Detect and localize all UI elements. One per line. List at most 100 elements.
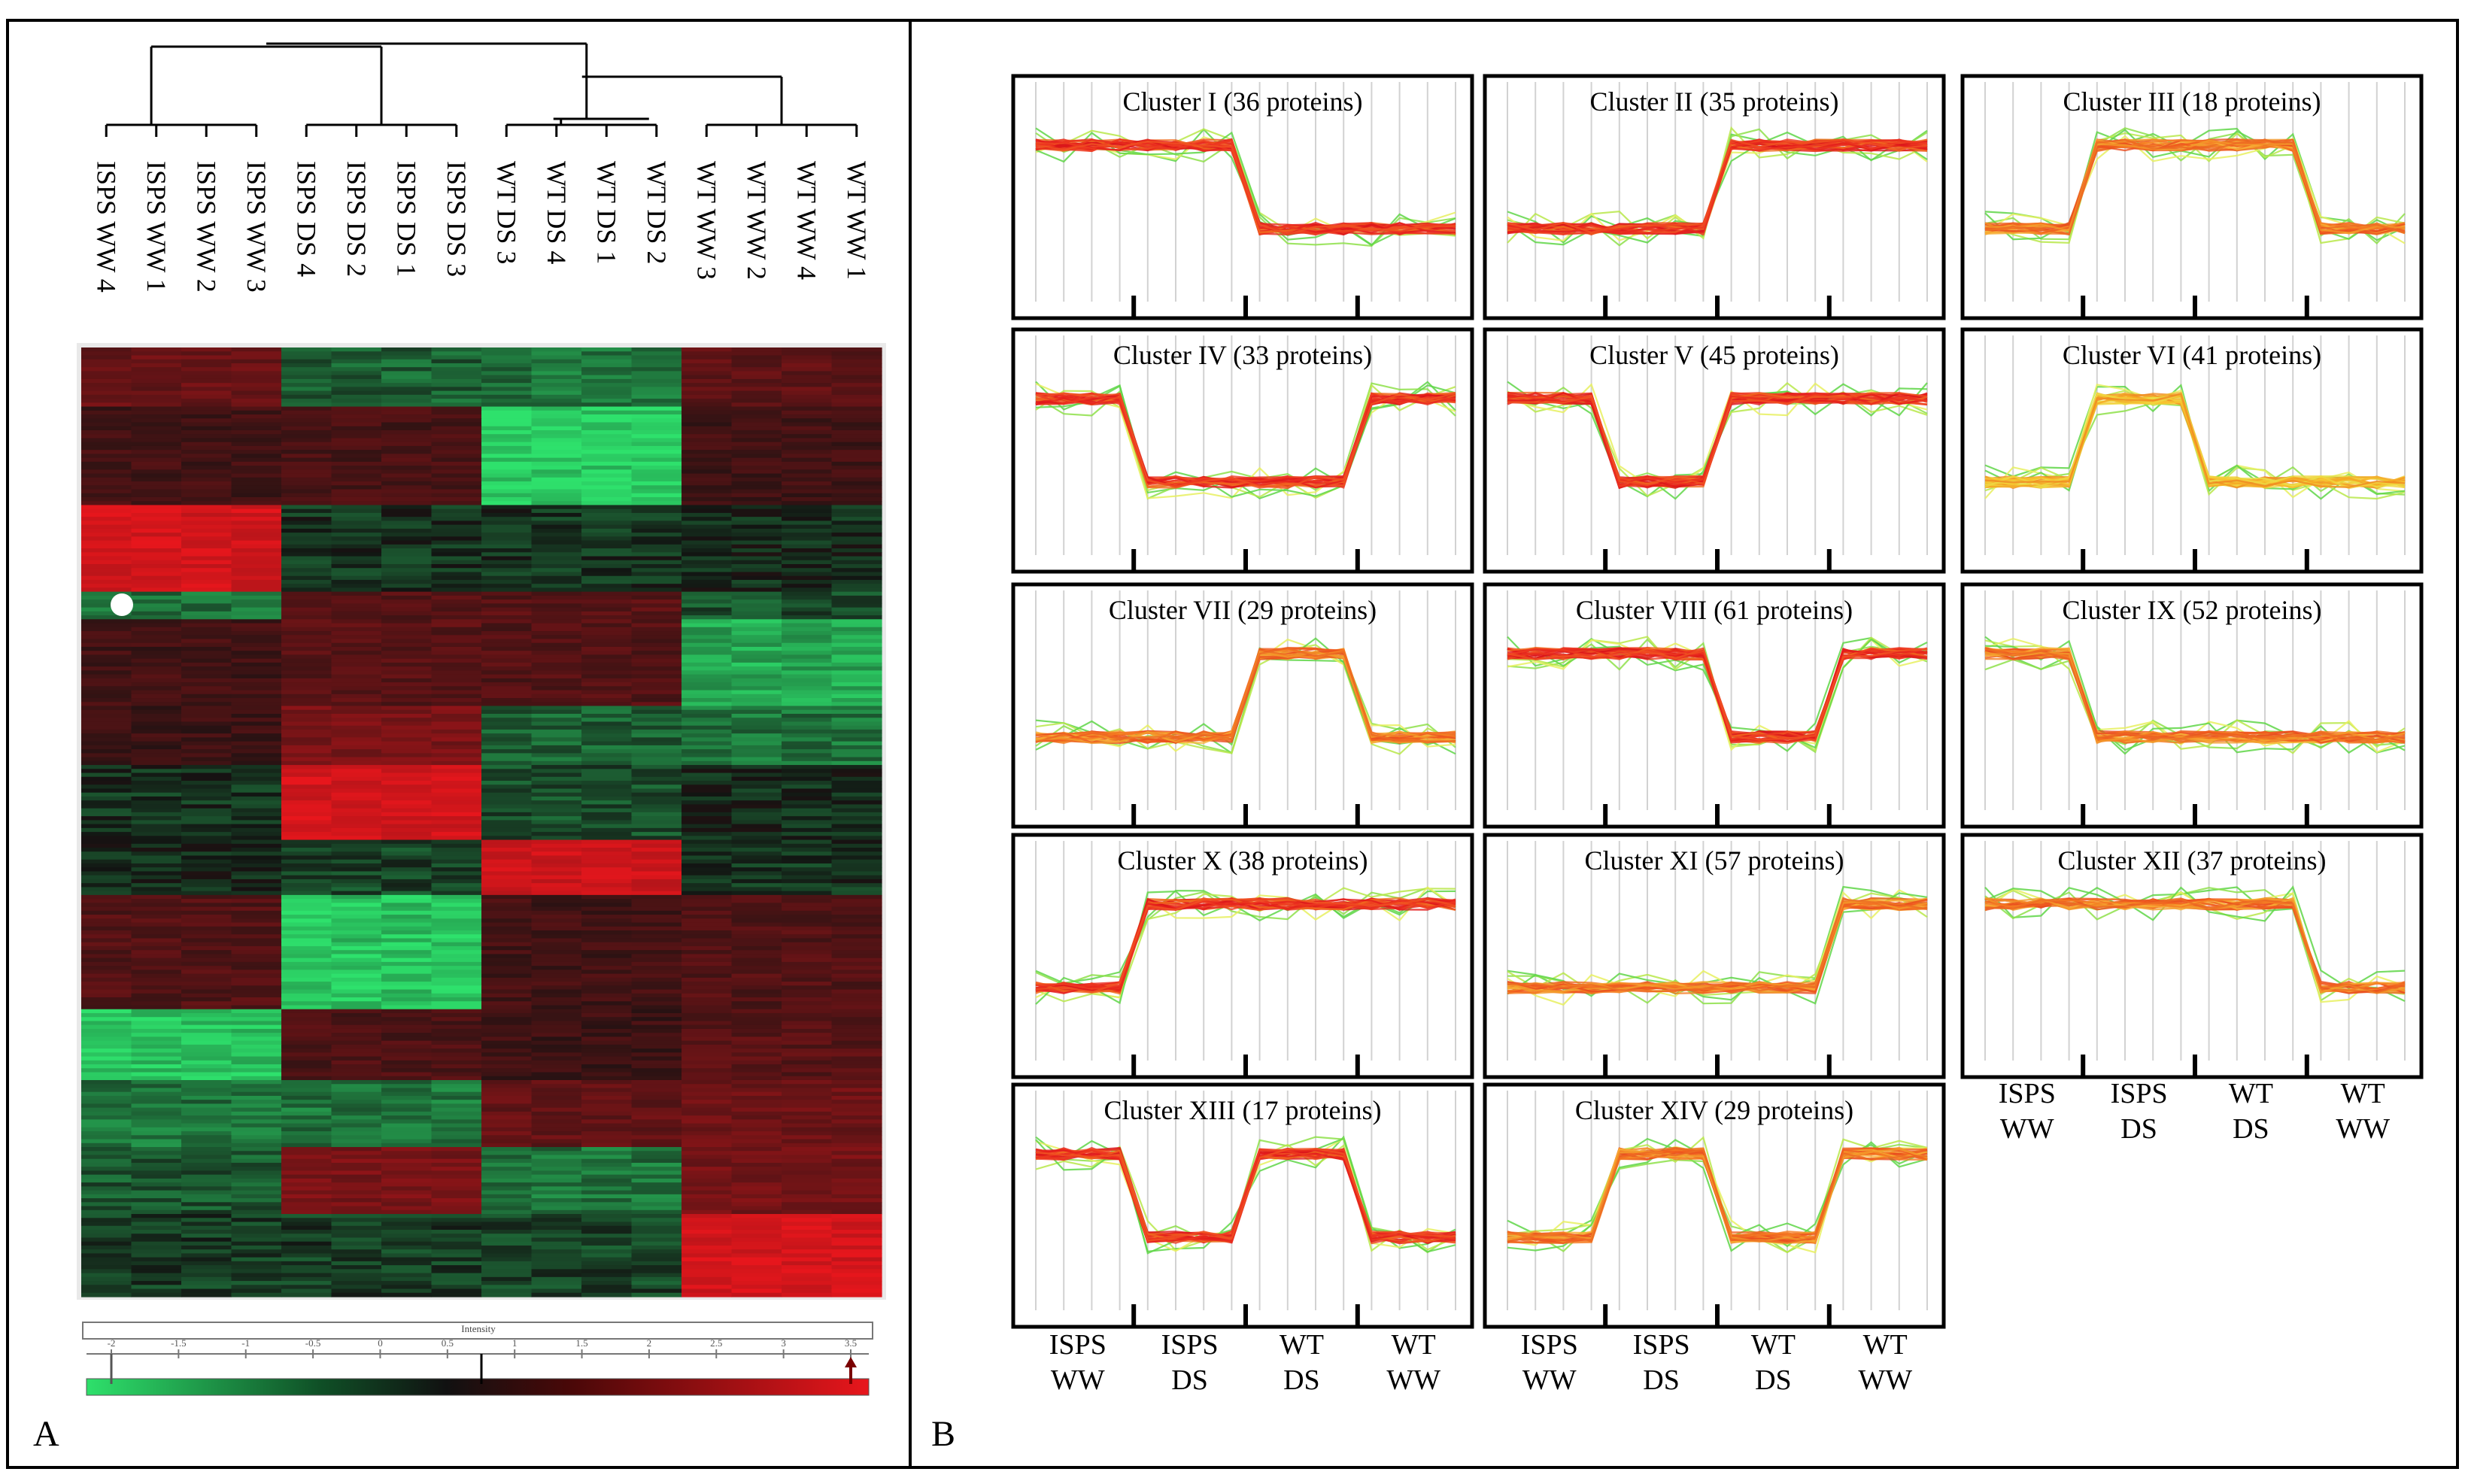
colorbar-tick-label: 2 (647, 1337, 652, 1349)
heatmap-cell (431, 627, 482, 632)
heatmap-cell (531, 950, 582, 955)
heatmap-cell (831, 1198, 882, 1203)
heatmap-cell (831, 899, 882, 903)
heatmap-cell (431, 970, 482, 975)
heatmap-cell (131, 399, 182, 403)
heatmap-cell (481, 887, 533, 892)
heatmap-cell (481, 584, 533, 589)
heatmap-cell (631, 1147, 682, 1152)
heatmap-cell (831, 760, 882, 766)
heatmap-cell (231, 938, 282, 943)
colorbar-slider-right-arrow[interactable] (845, 1357, 857, 1384)
heatmap-cell (381, 1229, 433, 1234)
heatmap-cell (281, 548, 332, 553)
heatmap-cell (131, 836, 182, 841)
heatmap-cell (181, 741, 232, 746)
heatmap-cell (731, 651, 782, 656)
heatmap-cell (431, 922, 482, 927)
heatmap-cell (81, 859, 132, 864)
heatmap-cell (831, 517, 882, 522)
heatmap-cell (331, 584, 382, 589)
heatmap-cell (531, 1049, 582, 1053)
heatmap-cell (631, 910, 682, 915)
heatmap-cell (281, 639, 332, 644)
heatmap-cell (831, 733, 882, 739)
heatmap-cell (281, 879, 332, 884)
heatmap-cell (381, 985, 433, 991)
heatmap-cell (281, 910, 332, 915)
heatmap-cell (531, 1123, 582, 1128)
heatmap-cell (831, 706, 882, 711)
heatmap-cell (131, 1292, 182, 1297)
heatmap-cell (782, 595, 833, 600)
heatmap-cell (531, 910, 582, 915)
heatmap-cell (631, 642, 682, 648)
heatmap-cell (581, 383, 633, 387)
heatmap-cell (181, 1229, 232, 1234)
heatmap-cell (682, 1281, 733, 1285)
heatmap-cell (481, 375, 533, 380)
heatmap-cell (531, 591, 582, 596)
heatmap-cell (81, 765, 132, 769)
heatmap-cell (782, 406, 833, 411)
heatmap-cell (281, 757, 332, 762)
heatmap-cell (782, 966, 833, 970)
heatmap-cell (81, 693, 132, 699)
heatmap-cell (381, 552, 433, 557)
heatmap-cell (581, 540, 633, 545)
heatmap-cell (782, 1017, 833, 1022)
heatmap-cell (381, 394, 433, 399)
heatmap-cell (682, 1257, 733, 1262)
heatmap-cell (831, 584, 882, 589)
heatmap-cell (331, 445, 382, 451)
cluster-frame (1960, 833, 2424, 1079)
heatmap-cell (231, 1147, 282, 1152)
heatmap-cell (431, 772, 482, 778)
heatmap-cell (782, 709, 833, 715)
heatmap-cell (231, 1225, 282, 1231)
heatmap-cell (431, 903, 482, 908)
heatmap-cell (682, 1237, 733, 1243)
heatmap-cell (231, 623, 282, 628)
heatmap-cell (831, 429, 882, 435)
heatmap-cell (531, 772, 582, 778)
heatmap-cell (431, 524, 482, 530)
heatmap-cell (381, 871, 433, 876)
heatmap-cell (481, 631, 533, 636)
heatmap-cell (782, 1202, 833, 1207)
heatmap-cell (831, 371, 882, 376)
heatmap-cell (281, 591, 332, 596)
heatmap-cell (381, 520, 433, 526)
heatmap-cell (431, 945, 482, 951)
heatmap-cell (181, 686, 232, 691)
heatmap-cell (431, 1170, 482, 1176)
heatmap-cell (431, 1052, 482, 1058)
heatmap-cell (731, 1265, 782, 1270)
heatmap-cell (81, 1209, 132, 1215)
heatmap-cell (381, 579, 433, 584)
heatmap-cell (782, 572, 833, 577)
heatmap-cell (131, 851, 182, 857)
heatmap-cell (81, 769, 132, 774)
heatmap-cell (531, 997, 582, 1002)
heatmap-cell (731, 429, 782, 435)
heatmap-cell (831, 1115, 882, 1120)
heatmap-cell (331, 906, 382, 912)
heatmap-cell (782, 387, 833, 392)
heatmap-cell (531, 899, 582, 903)
heatmap-cell (81, 496, 132, 502)
heatmap-cell (581, 1174, 633, 1179)
heatmap-cell (631, 772, 682, 778)
heatmap-cell (481, 552, 533, 557)
heatmap-cell (531, 832, 582, 836)
heatmap-cell (682, 674, 733, 679)
heatmap-cell (731, 867, 782, 872)
heatmap-cell (831, 1202, 882, 1207)
heatmap-cell (181, 690, 232, 695)
heatmap-cell (431, 698, 482, 703)
heatmap-cell (431, 587, 482, 593)
heatmap-cell (481, 1245, 533, 1250)
heatmap-cell (481, 1162, 533, 1167)
heatmap-cell (682, 1276, 733, 1282)
heatmap-cell (581, 721, 633, 727)
